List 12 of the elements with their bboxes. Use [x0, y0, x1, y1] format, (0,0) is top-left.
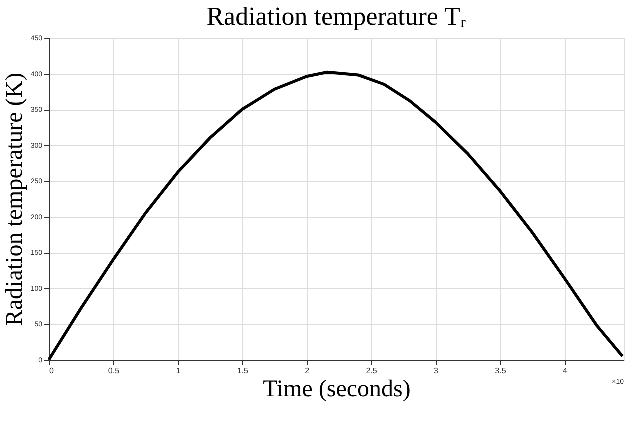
x-tick-label: 1.5 [237, 366, 249, 376]
x-tick-label: 4 [562, 366, 568, 376]
x-tick-label: 0 [50, 366, 54, 376]
x-tick-label: 1 [176, 366, 182, 376]
x-tick-label: 2.5 [366, 366, 378, 376]
x-tick-label: 3.5 [495, 366, 507, 376]
x-tick-label: 3 [434, 366, 440, 376]
x-axis-title: Time (seconds) [263, 376, 411, 402]
x-tick-label: 0.5 [108, 366, 120, 376]
y-axis-title: Radiation temperature (K) [2, 72, 28, 326]
chart-title: Radiation temperature Tᵣ [206, 2, 466, 31]
x-tick-label: 2 [305, 366, 310, 376]
